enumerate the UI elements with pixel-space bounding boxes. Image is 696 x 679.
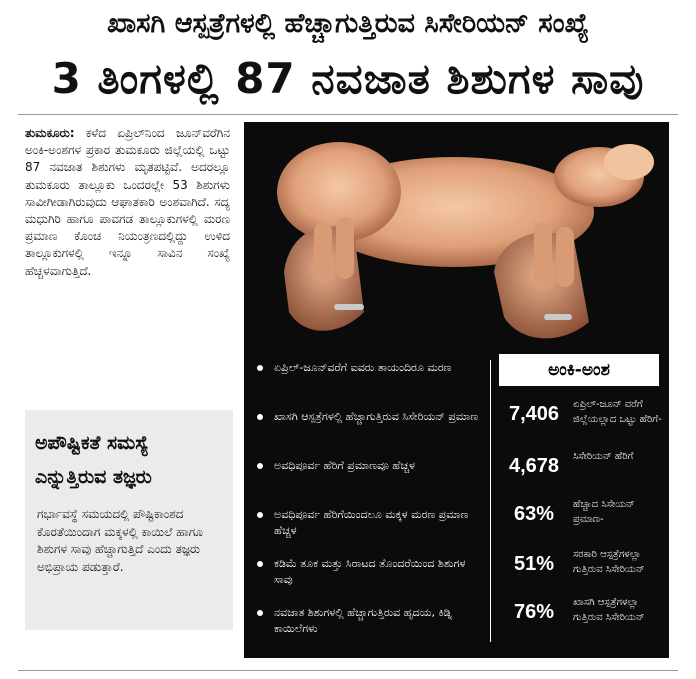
bullet-icon bbox=[257, 414, 263, 420]
key-point-text: ಅವಧಿಪೂರ್ವ ಹೆರಿಗೆ ಪ್ರಮಾಣವೂ ಹೆಚ್ಚಳ bbox=[274, 459, 415, 472]
stat-item: 76% ಖಾಸಗಿ ಆಸ್ಪತ್ರೆಗಳಲ್ಲಾ ಗುತ್ತಿರುವ ಸಿಸೇರ… bbox=[499, 590, 664, 634]
key-point: ಏಪ್ರಿಲ್-ಜೂನ್‌ವರೆಗೆ ಐವರು ತಾಯಂದಿರೂ ಮರಣ bbox=[254, 360, 484, 409]
key-points-list: ಏಪ್ರಿಲ್-ಜೂನ್‌ವರೆಗೆ ಐವರು ತಾಯಂದಿರೂ ಮರಣ ಖಾಸ… bbox=[254, 360, 484, 654]
bullet-icon bbox=[257, 610, 263, 616]
key-point-text: ನವಜಾತ ಶಿಶುಗಳಲ್ಲಿ ಹೆಚ್ಚಾಗುತ್ತಿರುವ ಹೃದಯ, ಕ… bbox=[274, 606, 453, 635]
stat-label: ಏಪ್ರಿಲ್-ಜೂನ್ ವರೆಗೆ ಜಿಲ್ಲೆಯಲ್ಲಾದ ಒಟ್ಟು ಹೆ… bbox=[573, 399, 662, 425]
stat-label: ಖಾಸಗಿ ಆಸ್ಪತ್ರೆಗಳಲ್ಲಾ ಗುತ್ತಿರುವ ಸಿಸೇರಿಯನ್ bbox=[573, 597, 645, 623]
key-point: ಕಡಿಮೆ ತೂಕ ಮತ್ತು ಸಿರಾಟದ ತೊಂದರೆಯಿಂದ ಶಿಶುಗಳ… bbox=[254, 556, 484, 605]
stat-value: 7,406 bbox=[508, 403, 560, 425]
newborn-in-hands-photo bbox=[244, 122, 669, 350]
key-point: ನವಜಾತ ಶಿಶುಗಳಲ್ಲಿ ಹೆಚ್ಚಾಗುತ್ತಿರುವ ಹೃದಯ, ಕ… bbox=[254, 605, 484, 654]
key-point-text: ಖಾಸಗಿ ಆಸ್ಪತ್ರೆಗಳಲ್ಲಿ ಹೆಚ್ಚಾಗುತ್ತಿರುವ ಸಿಸ… bbox=[274, 410, 479, 423]
key-point-text: ಕಡಿಮೆ ತೂಕ ಮತ್ತು ಸಿರಾಟದ ತೊಂದರೆಯಿಂದ ಶಿಶುಗಳ… bbox=[274, 557, 466, 586]
bottom-rule bbox=[18, 670, 678, 671]
stat-item: 63% ಹೆಚ್ಚಾದ ಸಿಸೇಯನ್ ಪ್ರಮಾಣ- bbox=[499, 492, 664, 536]
stats-title: ಅಂಕಿ-ಅಂಶ bbox=[499, 354, 659, 386]
bullet-icon bbox=[257, 463, 263, 469]
key-point-text: ಏಪ್ರಿಲ್-ಜೂನ್‌ವರೆಗೆ ಐವರು ತಾಯಂದಿರೂ ಮರಣ bbox=[274, 361, 452, 374]
top-rule bbox=[18, 114, 678, 115]
sidebar-title: ಅಪೌಷ್ಟಿಕತೆ ಸಮಸ್ಯೆ ಎನ್ನುತ್ತಿರುವ ತಜ್ಞರು bbox=[35, 432, 152, 488]
stat-item: 4,678 ಸಿಸೇರಿಯನ್ ಹೆರಿಗೆ bbox=[499, 444, 664, 488]
bullet-icon bbox=[257, 512, 263, 518]
stat-label: ಸಿಸೇರಿಯನ್ ಹೆರಿಗೆ bbox=[573, 451, 634, 462]
stat-item: 7,406 ಏಪ್ರಿಲ್-ಜೂನ್ ವರೆಗೆ ಜಿಲ್ಲೆಯಲ್ಲಾದ ಒಟ… bbox=[499, 392, 664, 436]
stat-value: 63% bbox=[513, 503, 555, 525]
stat-value: 51% bbox=[513, 553, 555, 575]
sidebar-box: ಅಪೌಷ್ಟಿಕತೆ ಸಮಸ್ಯೆ ಎನ್ನುತ್ತಿರುವ ತಜ್ಞರು ಗರ… bbox=[25, 410, 233, 630]
main-headline: 3 ತಿಂಗಳಲ್ಲಿ 87 ನವಜಾತ ಶಿಶುಗಳ ಸಾವು bbox=[51, 54, 645, 103]
stat-label: ಸರಕಾರಿ ಆಸ್ಪತ್ರೆಗಳಲ್ಲಾ ಗುತ್ತಿರುವ ಸಿಸೇರಿಯನ… bbox=[573, 549, 645, 575]
kicker-headline: ಖಾಸಗಿ ಆಸ್ಪತ್ರೆಗಳಲ್ಲಿ ಹೆಚ್ಚಾಗುತ್ತಿರುವ ಸಿಸ… bbox=[107, 8, 589, 39]
bullet-icon bbox=[257, 561, 263, 567]
key-point: ಅವಧಿಪೂರ್ವ ಹೆರಿಗೆ ಪ್ರಮಾಣವೂ ಹೆಚ್ಚಳ bbox=[254, 458, 484, 507]
stat-value: 4,678 bbox=[508, 455, 560, 477]
bullet-icon bbox=[257, 365, 263, 371]
stat-item: 51% ಸರಕಾರಿ ಆಸ್ಪತ್ರೆಗಳಲ್ಲಾ ಗುತ್ತಿರುವ ಸಿಸೇ… bbox=[499, 542, 664, 586]
key-point-text: ಅವಧಿಪೂರ್ವ ಹೆರಿಗೆಯಿಂದಲೂ ಮಕ್ಕಳ ಮರಣ ಪ್ರಮಾಣ … bbox=[274, 508, 469, 537]
dateline: ತುಮಕೂರು: bbox=[25, 126, 75, 140]
key-point: ಅವಧಿಪೂರ್ವ ಹೆರಿಗೆಯಿಂದಲೂ ಮಕ್ಕಳ ಮರಣ ಪ್ರಮಾಣ … bbox=[254, 507, 484, 556]
lead-text: ಕಳೆದ ಏಪ್ರಿಲ್‌ನಿಂದ ಜೂನ್‌ವರೆಗಿನ ಅಂಕಿ-ಅಂಶಗಳ… bbox=[25, 126, 230, 278]
column-divider bbox=[490, 360, 491, 642]
infographic-panel: ಏಪ್ರಿಲ್-ಜೂನ್‌ವರೆಗೆ ಐವರು ತಾಯಂದಿರೂ ಮರಣ ಖಾಸ… bbox=[244, 122, 669, 658]
sidebar-text: ಗರ್ಭಾವಸ್ಥೆ ಸಮಯದಲ್ಲಿ ಪೌಷ್ಟಿಕಾಂಶದ ಕೊರತೆಯಿಂ… bbox=[37, 507, 203, 574]
stat-value: 76% bbox=[513, 601, 555, 623]
stat-label: ಹೆಚ್ಚಾದ ಸಿಸೇಯನ್ ಪ್ರಮಾಣ- bbox=[573, 499, 635, 525]
key-point: ಖಾಸಗಿ ಆಸ್ಪತ್ರೆಗಳಲ್ಲಿ ಹೆಚ್ಚಾಗುತ್ತಿರುವ ಸಿಸ… bbox=[254, 409, 484, 458]
lead-paragraph: ತುಮಕೂರು: ಕಳೆದ ಏಪ್ರಿಲ್‌ನಿಂದ ಜೂನ್‌ವರೆಗಿನ ಅ… bbox=[25, 125, 230, 280]
